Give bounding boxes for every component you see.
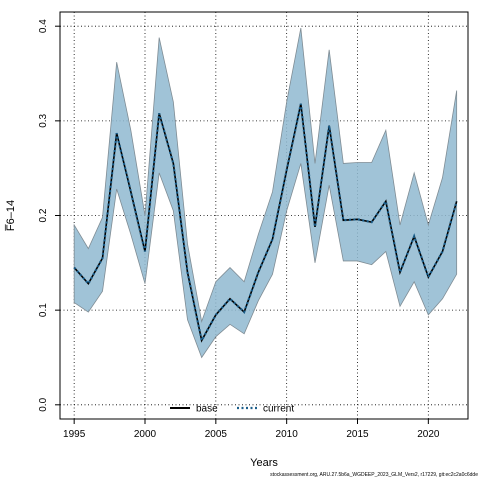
y-tick-label: 0.3 xyxy=(38,113,49,127)
series-line-current xyxy=(73,103,458,344)
y-axis-ticks: 0.0 0.1 0.2 0.3 0.4 xyxy=(38,19,60,412)
y-tick-label: 0.4 xyxy=(38,19,49,33)
y-tick-label: 0.2 xyxy=(38,208,49,222)
y-tick-label: 0.1 xyxy=(38,303,49,317)
x-tick-label: 2015 xyxy=(346,429,369,440)
x-axis-title: Years xyxy=(250,457,278,469)
series-lines-layer xyxy=(73,103,458,344)
legend-label-base: base xyxy=(196,404,218,415)
x-tick-label: 2010 xyxy=(276,429,299,440)
y-tick-label: 0.0 xyxy=(38,397,49,411)
y-axis-title: F̅6–14 xyxy=(5,200,17,232)
x-axis-ticks: 1995 2000 2005 2010 2015 2020 xyxy=(63,419,440,440)
confidence-band xyxy=(73,28,458,359)
confidence-band-layer xyxy=(73,28,458,359)
footer-provenance: stockassessment.org, ARU.27.5b6a_WGDEEP_… xyxy=(270,472,478,478)
x-tick-label: 2020 xyxy=(417,429,440,440)
x-tick-label: 2005 xyxy=(205,429,228,440)
legend: base current xyxy=(170,404,294,415)
x-tick-label: 1995 xyxy=(63,429,86,440)
x-tick-label: 2000 xyxy=(134,429,157,440)
legend-label-current: current xyxy=(263,404,294,415)
